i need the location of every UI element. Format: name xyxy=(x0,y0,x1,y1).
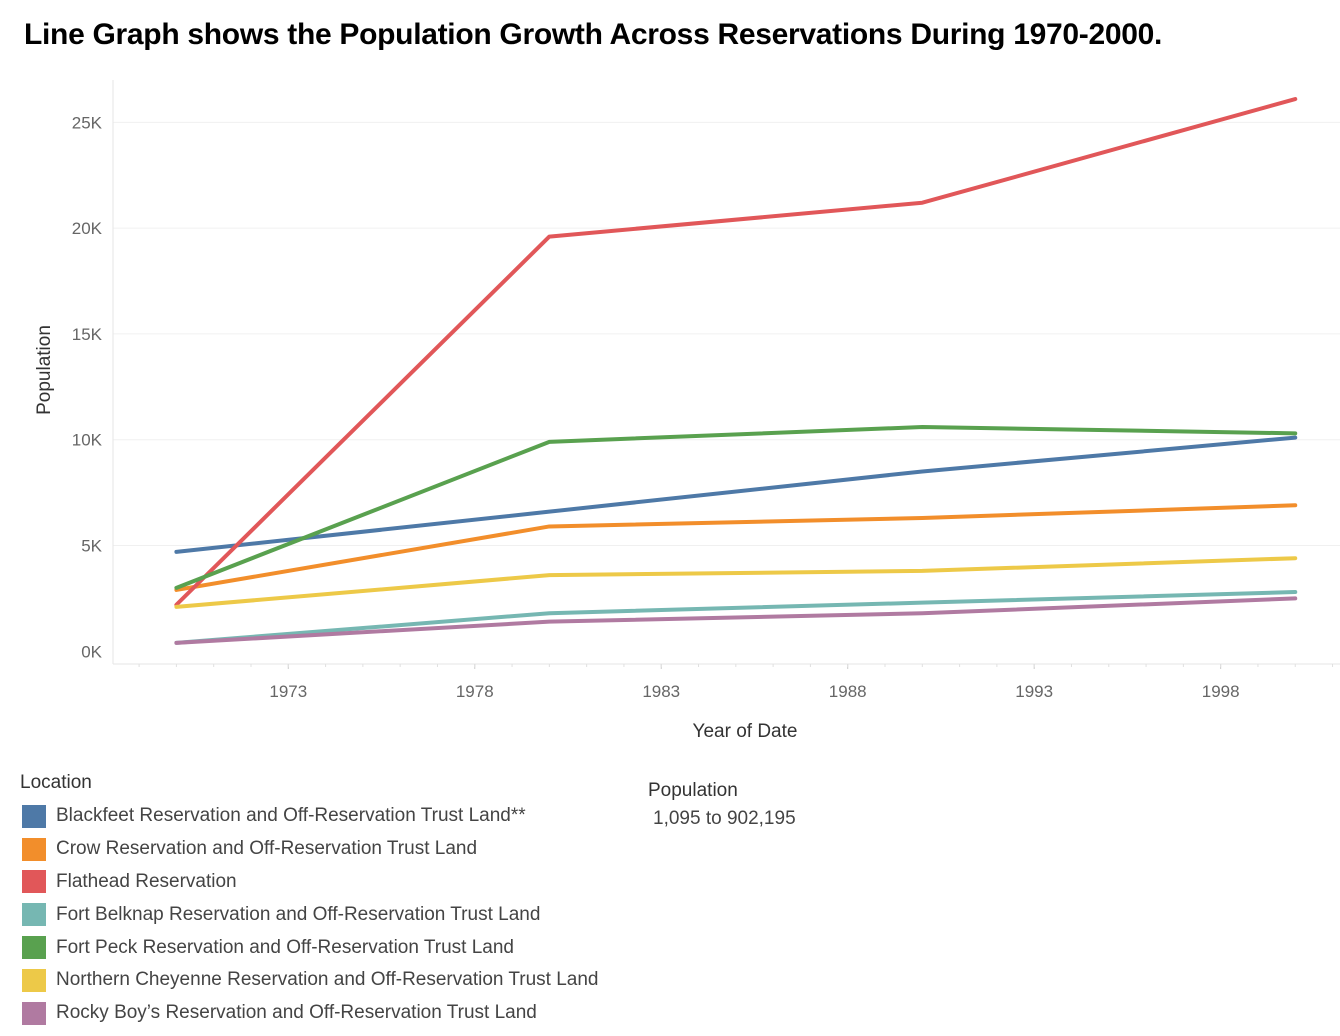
size-legend-range: 1,095 to 902,195 xyxy=(653,808,796,829)
legend-swatch xyxy=(22,936,46,960)
gridlines xyxy=(113,121,1340,547)
series-lines xyxy=(174,97,1298,645)
y-axis-title: Population xyxy=(34,325,55,415)
legend-item: Fort Belknap Reservation and Off-Reserva… xyxy=(20,898,599,931)
chart-title: Line Graph shows the Population Growth A… xyxy=(24,18,1163,51)
size-legend: Population 1,095 to 902,195 xyxy=(648,780,796,830)
legend-label: Flathead Reservation xyxy=(56,870,237,892)
x-tick-label: 1988 xyxy=(829,682,867,701)
y-tick-label: 5K xyxy=(81,537,102,556)
x-tick-label: 1983 xyxy=(642,682,680,701)
legend-items: Blackfeet Reservation and Off-Reservatio… xyxy=(20,800,599,1030)
x-tick-label: 1973 xyxy=(269,682,307,701)
series-line xyxy=(174,503,1298,592)
y-tick-label: 20K xyxy=(72,219,103,238)
y-tick-label: 10K xyxy=(72,431,103,450)
y-tick-label: 25K xyxy=(72,113,103,132)
legend-swatch xyxy=(22,804,46,828)
legend-swatch xyxy=(22,870,46,894)
legend-swatch xyxy=(22,903,46,927)
legend-item: Rocky Boy’s Reservation and Off-Reservat… xyxy=(20,997,599,1030)
series-line xyxy=(174,425,1298,590)
axes xyxy=(112,80,1340,665)
y-tick-label: 15K xyxy=(72,325,103,344)
series-line xyxy=(174,556,1298,609)
series-line xyxy=(174,435,1298,554)
x-axis-ticks: 1973 1978 1983 1988 1993 1998 xyxy=(138,664,1334,701)
legend-label: Northern Cheyenne Reservation and Off-Re… xyxy=(56,969,599,991)
x-tick-label: 1998 xyxy=(1202,682,1240,701)
legend-title: Location xyxy=(20,772,92,793)
legend-item: Blackfeet Reservation and Off-Reservatio… xyxy=(20,800,599,833)
legend-label: Rocky Boy’s Reservation and Off-Reservat… xyxy=(56,1002,537,1024)
legend-item: Crow Reservation and Off-Reservation Tru… xyxy=(20,833,599,866)
x-axis-title: Year of Date xyxy=(693,721,798,742)
legend-swatch xyxy=(22,837,46,861)
legend-item: Fort Peck Reservation and Off-Reservatio… xyxy=(20,931,599,964)
size-legend-title: Population xyxy=(648,780,738,801)
series-line xyxy=(174,97,1298,607)
legend-item: Flathead Reservation xyxy=(20,866,599,899)
x-tick-label: 1978 xyxy=(456,682,494,701)
legend-label: Blackfeet Reservation and Off-Reservatio… xyxy=(56,805,526,827)
legend-swatch xyxy=(22,968,46,992)
series-line xyxy=(174,596,1298,645)
color-legend: Location Blackfeet Reservation and Off-R… xyxy=(20,772,599,1030)
legend-label: Fort Belknap Reservation and Off-Reserva… xyxy=(56,903,541,925)
legend-label: Crow Reservation and Off-Reservation Tru… xyxy=(56,838,478,860)
y-axis-ticks: 0K 5K 10K 15K 20K 25K xyxy=(72,113,103,661)
legend-item: Northern Cheyenne Reservation and Off-Re… xyxy=(20,964,599,997)
legend-swatch xyxy=(22,1001,46,1025)
line-chart: 1973 1978 1983 1988 1993 1998 0K 5K 10K 15K 20K 25… xyxy=(34,80,1340,742)
series-line xyxy=(174,590,1298,645)
y-tick-label: 0K xyxy=(81,642,102,661)
legend-label: Fort Peck Reservation and Off-Reservatio… xyxy=(56,936,514,958)
x-tick-label: 1993 xyxy=(1015,682,1053,701)
